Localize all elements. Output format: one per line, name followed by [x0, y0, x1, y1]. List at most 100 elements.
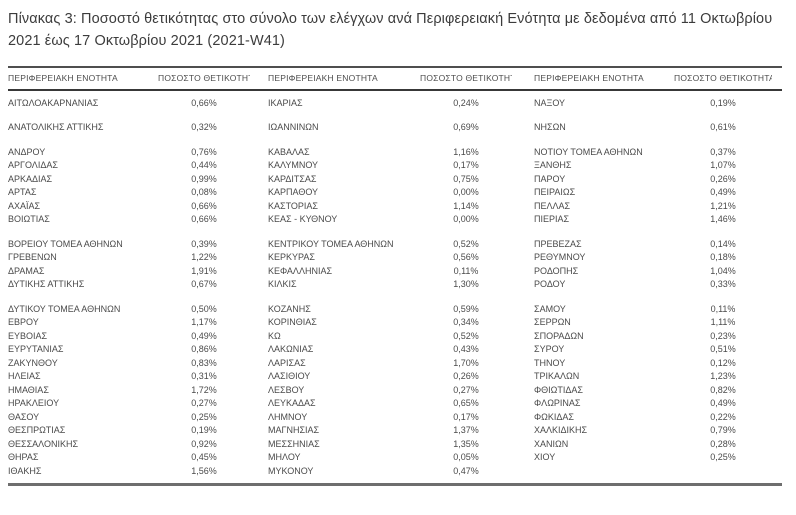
region-cell: ΖΑΚΥΝΘΟΥ: [8, 357, 58, 368]
region-cell: ΑΡΓΟΛΙΔΑΣ: [8, 160, 58, 171]
region-cell: ΡΟΔΟΥ: [534, 279, 566, 290]
rate-cell: 1,22%: [191, 252, 217, 263]
region-cell: ΙΩΑΝΝΙΝΩΝ: [268, 122, 319, 133]
row-group: ΑΝΔΡΟΥ 0,76% ΚΑΒΑΛΑΣ 1,16% ΝΟΤΙΟΥ ΤΟΜΕΑ ΑΘΗΝ…: [8, 146, 782, 227]
region-cell: ΦΘΙΩΤΙΔΑΣ: [534, 384, 583, 395]
region-cell: ΤΗΝΟΥ: [534, 357, 566, 368]
region-cell: ΘΕΣΠΡΩΤΙΑΣ: [8, 425, 66, 436]
region-cell: ΝΟΤΙΟΥ ΤΟΜΕΑ ΑΘΗΝΩΝ: [534, 146, 643, 157]
rate-cell: 0,66%: [191, 200, 217, 211]
region-cell: ΚΙΛΚΙΣ: [268, 279, 297, 290]
rate-cell: 0,31%: [191, 371, 217, 382]
region-cell: ΚΕΑΣ - ΚΥΘΝΟΥ: [268, 214, 338, 225]
region-cell: ΕΥΡΥΤΑΝΙΑΣ: [8, 344, 64, 355]
region-cell: ΚΕΦΑΛΛΗΝΙΑΣ: [268, 265, 333, 276]
region-cell: ΚΟΡΙΝΘΙΑΣ: [268, 317, 317, 328]
positivity-table: ΠΕΡΙΦΕΡΕΙΑΚΗ ΕΝΟΤΗΤΑ ΠΟΣΟΣΤΟ ΘΕΤΙΚΟΤΗΤΑΣ…: [8, 65, 782, 487]
rate-cell: 0,27%: [191, 398, 217, 409]
region-cell: ΑΡΤΑΣ: [8, 187, 37, 198]
header-rate-1: ΠΟΣΟΣΤΟ ΘΕΤΙΚΟΤΗΤΑΣ: [158, 73, 250, 84]
region-cell: ΜΑΓΝΗΣΙΑΣ: [268, 425, 320, 436]
region-cell: ΚΩ: [268, 330, 281, 341]
table-header-row: ΠΕΡΙΦΕΡΕΙΑΚΗ ΕΝΟΤΗΤΑ ΠΟΣΟΣΤΟ ΘΕΤΙΚΟΤΗΤΑΣ…: [8, 65, 782, 91]
region-cell: ΚΑΛΥΜΝΟΥ: [268, 160, 319, 171]
region-cell: ΙΚΑΡΙΑΣ: [268, 97, 303, 108]
rate-cell: 0,17%: [453, 411, 479, 422]
region-cell: ΛΑΚΩΝΙΑΣ: [268, 344, 314, 355]
rate-cell: 0,99%: [191, 173, 217, 184]
region-cell: ΒΟΡΕΙΟΥ ΤΟΜΕΑ ΑΘΗΝΩΝ: [8, 238, 123, 249]
rate-cell: 0,50%: [191, 303, 217, 314]
region-cell: ΧΑΛΚΙΔΙΚΗΣ: [534, 425, 588, 436]
table-row: ΕΒΡΟΥ 1,17% ΚΟΡΙΝΘΙΑΣ 0,34% ΣΕΡΡΩΝ 1,11%: [8, 316, 782, 330]
header-rate-2: ΠΟΣΟΣΤΟ ΘΕΤΙΚΟΤΗΤΑΣ: [420, 73, 512, 84]
row-group: ΔΥΤΙΚΟΥ ΤΟΜΕΑ ΑΘΗΝΩΝ 0,50% ΚΟΖΑΝΗΣ 0,59% ΣΑΜ…: [8, 303, 782, 479]
region-cell: ΘΕΣΣΑΛΟΝΙΚΗΣ: [8, 438, 79, 449]
region-cell: ΜΥΚΟΝΟΥ: [268, 465, 314, 476]
region-cell: ΤΡΙΚΑΛΩΝ: [534, 371, 580, 382]
region-cell: ΓΡΕΒΕΝΩΝ: [8, 252, 57, 263]
rate-cell: 1,37%: [453, 425, 479, 436]
rate-cell: 0,00%: [453, 187, 479, 198]
rate-cell: 1,46%: [710, 214, 736, 225]
table-row: ΕΥΒΟΙΑΣ 0,49% ΚΩ 0,52% ΣΠΟΡΑΔΩΝ 0,23%: [8, 330, 782, 344]
region-cell: ΚΑΒΑΛΑΣ: [268, 146, 310, 157]
table-row: ΒΟΙΩΤΙΑΣ 0,66% ΚΕΑΣ - ΚΥΘΝΟΥ 0,00% ΠΙΕΡΙΑΣ 1,…: [8, 213, 782, 227]
region-cell: ΦΩΚΙΔΑΣ: [534, 411, 574, 422]
table-row: ΒΟΡΕΙΟΥ ΤΟΜΕΑ ΑΘΗΝΩΝ 0,39% ΚΕΝΤΡΙΚΟΥ ΤΟΜΕΑ…: [8, 238, 782, 252]
region-cell: ΙΘΑΚΗΣ: [8, 465, 42, 476]
rate-cell: 0,25%: [191, 411, 217, 422]
table-row: ΔΥΤΙΚΗΣ ΑΤΤΙΚΗΣ 0,67% ΚΙΛΚΙΣ 1,30% ΡΟΔΟΥ 0,33…: [8, 278, 782, 292]
rate-cell: 1,70%: [453, 357, 479, 368]
rate-cell: 0,00%: [453, 214, 479, 225]
region-cell: ΛΕΥΚΑΔΑΣ: [268, 398, 316, 409]
rate-cell: 0,47%: [453, 465, 479, 476]
region-cell: ΚΕΡΚΥΡΑΣ: [268, 252, 315, 263]
rate-cell: 0,56%: [453, 252, 479, 263]
rate-cell: 1,23%: [710, 371, 736, 382]
rate-cell: 0,82%: [710, 384, 736, 395]
region-cell: ΡΟΔΟΠΗΣ: [534, 265, 579, 276]
rate-cell: 1,72%: [191, 384, 217, 395]
table-row: ΑΝΑΤΟΛΙΚΗΣ ΑΤΤΙΚΗΣ 0,32% ΙΩΑΝΝΙΝΩΝ 0,69% ΝΗΣ…: [8, 121, 782, 135]
region-cell: ΛΑΡΙΣΑΣ: [268, 357, 306, 368]
region-cell: ΛΑΣΙΘΙΟΥ: [268, 371, 311, 382]
header-region-2: ΠΕΡΙΦΕΡΕΙΑΚΗ ΕΝΟΤΗΤΑ: [268, 73, 378, 84]
rate-cell: 0,26%: [453, 371, 479, 382]
table-row: ΘΕΣΣΑΛΟΝΙΚΗΣ 0,92% ΜΕΣΣΗΝΙΑΣ 1,35% ΧΑΝΙΩΝ 0,2…: [8, 438, 782, 452]
region-cell: ΑΧΑΪΑΣ: [8, 200, 41, 211]
region-cell: ΠΙΕΡΙΑΣ: [534, 214, 570, 225]
rate-cell: 0,19%: [191, 425, 217, 436]
region-cell: ΚΟΖΑΝΗΣ: [268, 303, 311, 314]
rate-cell: 0,52%: [453, 330, 479, 341]
region-cell: ΦΛΩΡΙΝΑΣ: [534, 398, 581, 409]
region-cell: ΠΕΛΛΑΣ: [534, 200, 571, 211]
region-cell: ΚΑΡΔΙΤΣΑΣ: [268, 173, 317, 184]
region-cell: ΑΡΚΑΔΙΑΣ: [8, 173, 53, 184]
header-region-1: ΠΕΡΙΦΕΡΕΙΑΚΗ ΕΝΟΤΗΤΑ: [8, 73, 118, 84]
table-row: ΗΡΑΚΛΕΙΟΥ 0,27% ΛΕΥΚΑΔΑΣ 0,65% ΦΛΩΡΙΝΑΣ 0,49%: [8, 397, 782, 411]
table-row: ΔΥΤΙΚΟΥ ΤΟΜΕΑ ΑΘΗΝΩΝ 0,50% ΚΟΖΑΝΗΣ 0,59% ΣΑΜ…: [8, 303, 782, 317]
region-cell: ΚΑΡΠΑΘΟΥ: [268, 187, 319, 198]
rate-cell: 1,17%: [191, 317, 217, 328]
region-cell: ΣΑΜΟΥ: [534, 303, 566, 314]
header-rate-3: ΠΟΣΟΣΤΟ ΘΕΤΙΚΟΤΗΤΑΣ: [674, 73, 772, 84]
region-cell: ΠΡΕΒΕΖΑΣ: [534, 238, 582, 249]
rate-cell: 0,27%: [453, 384, 479, 395]
rate-cell: 0,33%: [710, 279, 736, 290]
table-title: Πίνακας 3: Ποσοστό θετικότητας στο σύνολ…: [8, 11, 773, 50]
rate-cell: 0,75%: [453, 173, 479, 184]
rate-cell: 0,49%: [710, 398, 736, 409]
rate-cell: 0,65%: [453, 398, 479, 409]
rate-cell: 0,11%: [710, 303, 736, 314]
rate-cell: 0,34%: [453, 317, 479, 328]
rate-cell: 0,51%: [710, 344, 736, 355]
region-cell: ΝΑΞΟΥ: [534, 97, 566, 108]
region-cell: ΒΟΙΩΤΙΑΣ: [8, 214, 50, 225]
region-cell: ΛΕΣΒΟΥ: [268, 384, 305, 395]
table-row: ΑΝΔΡΟΥ 0,76% ΚΑΒΑΛΑΣ 1,16% ΝΟΤΙΟΥ ΤΟΜΕΑ ΑΘΗΝ…: [8, 146, 782, 160]
region-cell: ΚΕΝΤΡΙΚΟΥ ΤΟΜΕΑ ΑΘΗΝΩΝ: [268, 238, 394, 249]
rate-cell: 1,56%: [191, 465, 217, 476]
rate-cell: 0,66%: [191, 214, 217, 225]
rate-cell: 0,05%: [453, 452, 479, 463]
